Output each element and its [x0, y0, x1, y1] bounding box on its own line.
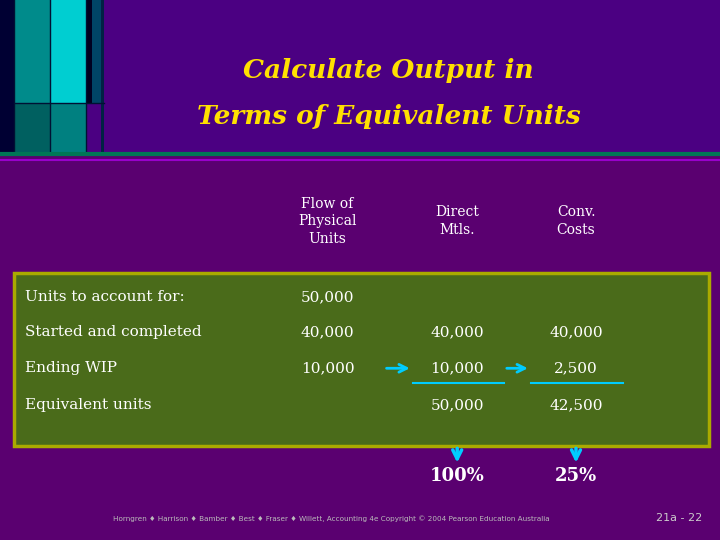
Bar [14, 0, 50, 103]
Text: 2,500: 2,500 [554, 361, 598, 375]
Bar [14, 273, 709, 446]
Text: 40,000: 40,000 [549, 325, 603, 339]
Text: Direct
Mtls.: Direct Mtls. [436, 206, 479, 237]
Text: 10,000: 10,000 [301, 361, 354, 375]
Text: 10,000: 10,000 [431, 361, 484, 375]
Text: Ending WIP: Ending WIP [25, 361, 117, 375]
Text: Conv.
Costs: Conv. Costs [557, 206, 595, 237]
Text: 42,500: 42,500 [549, 398, 603, 412]
Bar [0, 0, 14, 154]
Text: Units to account for:: Units to account for: [25, 290, 185, 304]
Bar [50, 103, 86, 154]
Text: Terms of Equivalent Units: Terms of Equivalent Units [197, 104, 580, 129]
Text: 21a - 22: 21a - 22 [656, 514, 702, 523]
Text: 25%: 25% [555, 467, 597, 485]
Bar [0, 0, 720, 154]
Text: 40,000: 40,000 [301, 325, 354, 339]
Bar [101, 0, 104, 154]
Bar [86, 0, 92, 103]
Text: 50,000: 50,000 [431, 398, 484, 412]
Bar [50, 0, 86, 103]
Text: 40,000: 40,000 [431, 325, 484, 339]
Bar [92, 0, 101, 103]
Text: Calculate Output in: Calculate Output in [243, 58, 534, 83]
Text: 100%: 100% [430, 467, 485, 485]
Text: 50,000: 50,000 [301, 290, 354, 304]
Text: Equivalent units: Equivalent units [25, 398, 152, 412]
Text: Flow of
Physical
Units: Flow of Physical Units [298, 197, 357, 246]
Bar [14, 103, 50, 154]
Text: Horngren ♦ Harrison ♦ Bamber ♦ Best ♦ Fraser ♦ Willett, Accounting 4e Copyright : Horngren ♦ Harrison ♦ Bamber ♦ Best ♦ Fr… [113, 515, 549, 522]
Text: Started and completed: Started and completed [25, 325, 202, 339]
